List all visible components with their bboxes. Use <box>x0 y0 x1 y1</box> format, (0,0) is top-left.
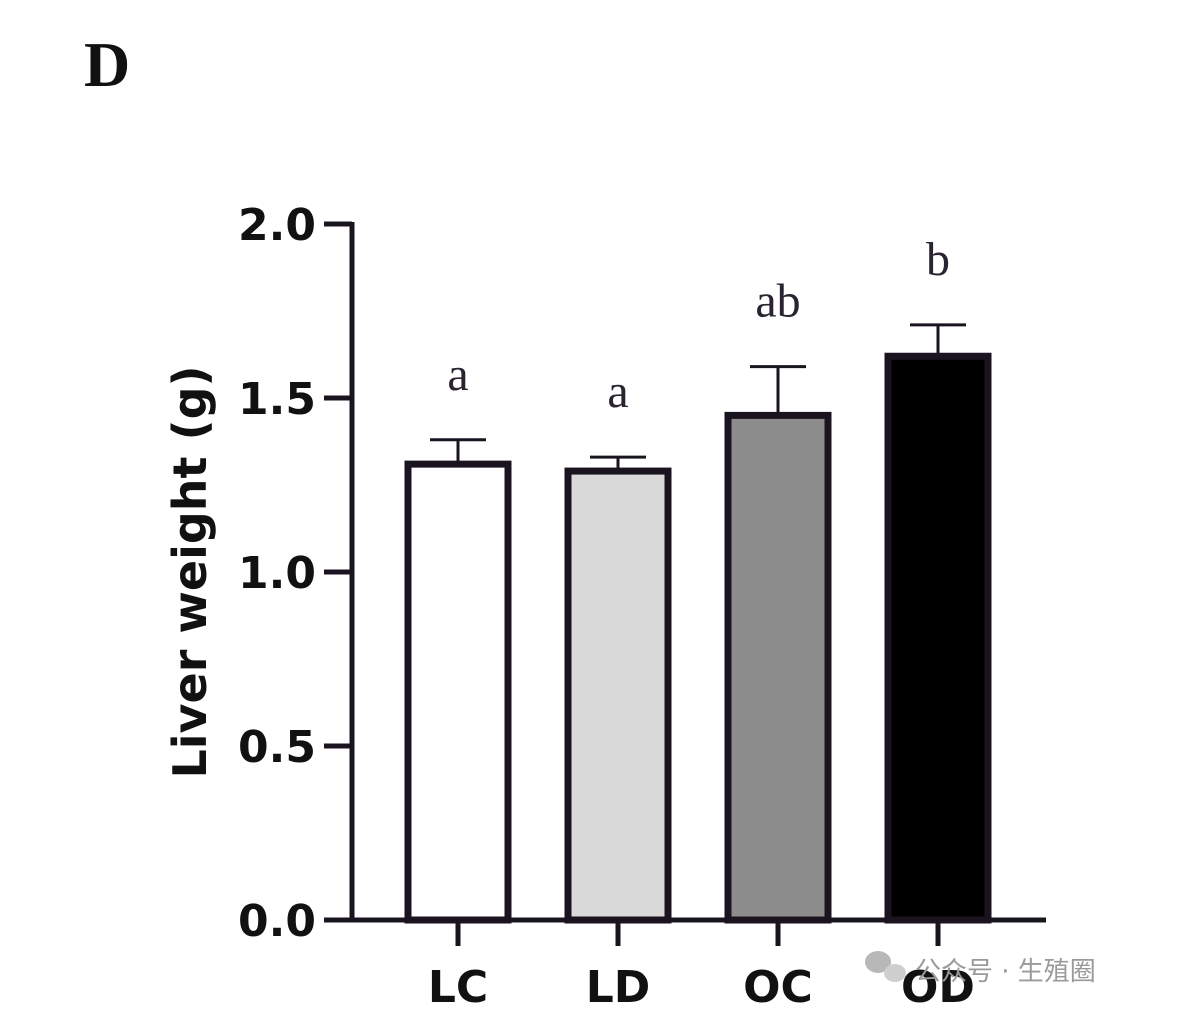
y-tick-label-4: 2.0 <box>238 200 316 251</box>
y-tick-label-1: 0.5 <box>238 722 316 773</box>
y-tick-label-0: 0.0 <box>238 896 316 947</box>
significance-label-LD: a <box>607 365 628 418</box>
x-tick-label-OC: OC <box>743 962 813 1013</box>
y-axis-title: Liver weight (g) <box>163 365 217 778</box>
axes-layer: LC LD OC OD 0.0 0.5 1.0 1.5 2.0 <box>238 200 1046 1013</box>
bar-OC <box>724 411 832 924</box>
x-tick-label-LD: LD <box>586 962 651 1013</box>
panel-label: D <box>84 29 130 100</box>
x-tick-label-LC: LC <box>428 962 488 1013</box>
bars-layer: a a ab b <box>404 233 992 924</box>
bar-LD <box>564 467 672 924</box>
wechat-icon <box>865 951 906 982</box>
significance-label-LC: a <box>447 348 468 401</box>
significance-label-OD: b <box>926 233 950 286</box>
bar-OD <box>884 352 992 924</box>
x-tick-label-OD: OD <box>901 962 975 1013</box>
significance-label-OC: ab <box>755 275 800 328</box>
watermark: 公众号 · 生殖圈 <box>865 951 1096 987</box>
y-tick-label-2: 1.0 <box>238 548 316 599</box>
bar-LC <box>404 460 512 924</box>
y-tick-label-3: 1.5 <box>238 374 316 425</box>
watermark-text: 公众号 · 生殖圈 <box>915 957 1096 987</box>
